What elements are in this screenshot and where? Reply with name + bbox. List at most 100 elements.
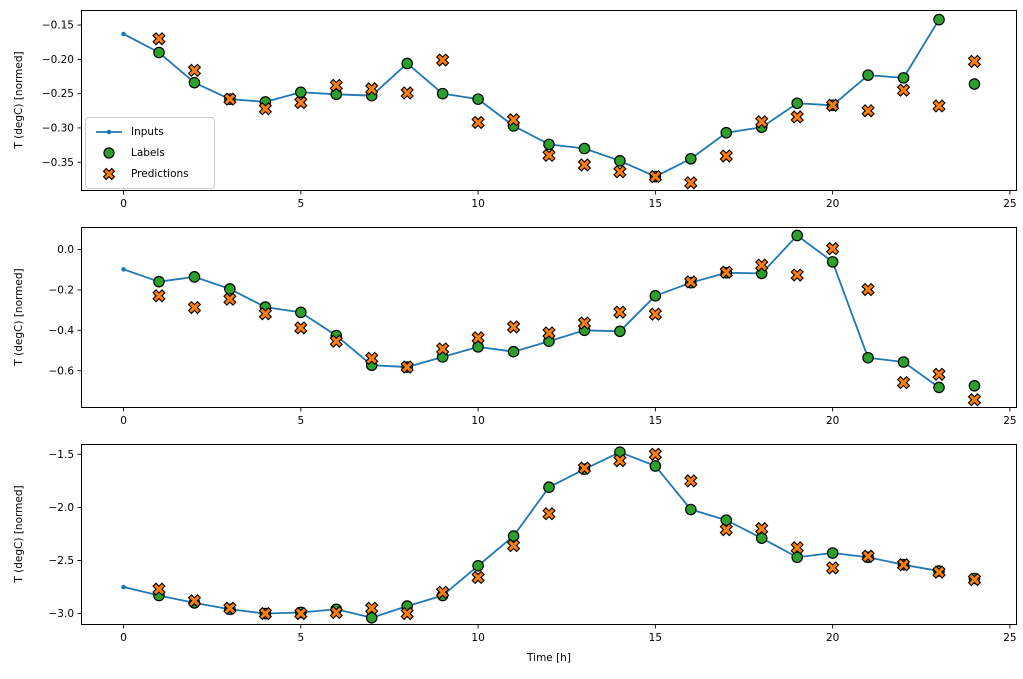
predictions-point bbox=[967, 393, 982, 407]
y-tick-label: −0.2 bbox=[49, 285, 75, 297]
plot-border bbox=[81, 10, 1017, 191]
predictions-point bbox=[719, 522, 733, 537]
predictions-point bbox=[223, 292, 237, 306]
labels-point bbox=[933, 13, 945, 26]
labels-point bbox=[188, 76, 201, 89]
predictions-point bbox=[577, 158, 592, 172]
predictions-marker-swatch bbox=[102, 167, 116, 181]
predictions-point bbox=[648, 169, 663, 184]
labels-point bbox=[862, 351, 874, 364]
legend-label: Labels bbox=[131, 147, 165, 159]
labels-point bbox=[685, 503, 697, 516]
inputs-point bbox=[121, 267, 126, 272]
predictions-point bbox=[187, 594, 202, 608]
x-tick-label: 0 bbox=[120, 632, 127, 644]
y-tick-label: −0.4 bbox=[49, 325, 75, 337]
predictions-point bbox=[329, 605, 343, 620]
predictions-point bbox=[932, 367, 946, 381]
y-tick-label: −0.20 bbox=[42, 54, 74, 66]
predictions-point bbox=[861, 104, 875, 118]
predictions-point bbox=[613, 453, 627, 468]
labels-point bbox=[791, 229, 803, 242]
predictions-points bbox=[152, 447, 982, 621]
predictions-point bbox=[471, 331, 485, 345]
predictions-point bbox=[152, 32, 166, 46]
inputs-point bbox=[121, 31, 126, 37]
labels-point bbox=[330, 88, 343, 101]
x-axis-label: Time [h] bbox=[527, 652, 571, 664]
predictions-point bbox=[613, 305, 627, 319]
labels-point bbox=[543, 138, 555, 151]
predictions-point bbox=[755, 258, 769, 272]
labels-point bbox=[365, 611, 378, 624]
predictions-point bbox=[755, 521, 769, 536]
predictions-point bbox=[152, 289, 166, 303]
predictions-point bbox=[187, 300, 202, 315]
predictions-point bbox=[400, 606, 414, 621]
predictions-point bbox=[684, 176, 698, 190]
predictions-point bbox=[152, 582, 166, 596]
x-tick-label: 10 bbox=[471, 415, 484, 427]
labels-marker-swatch bbox=[103, 147, 115, 159]
x-tick-label: 0 bbox=[120, 198, 127, 210]
y-tick-label: −0.15 bbox=[42, 20, 74, 32]
labels-point bbox=[472, 559, 484, 572]
predictions-point bbox=[294, 606, 308, 621]
labels-point bbox=[933, 381, 945, 394]
predictions-point bbox=[329, 78, 343, 93]
plot-border bbox=[81, 444, 1017, 625]
x-tick-label: 20 bbox=[826, 415, 839, 427]
predictions-point bbox=[825, 241, 840, 256]
x-tick-label: 10 bbox=[471, 632, 484, 644]
predictions-point bbox=[506, 320, 521, 334]
x-tick-label: 20 bbox=[826, 632, 839, 644]
predictions-point bbox=[435, 53, 450, 67]
subplot-2: 0.0 −0.2 −0.4 −0.6 0 5 10 15 20 25 bbox=[49, 227, 1017, 427]
labels-point bbox=[507, 345, 520, 358]
x-tick-label: 25 bbox=[1003, 632, 1016, 644]
predictions-points bbox=[152, 32, 982, 190]
predictions-point bbox=[258, 606, 273, 621]
subplot-1: −0.15 −0.20 −0.25 −0.30 −0.35 0 5 10 15 20 25 bbox=[42, 10, 1017, 210]
legend-label: Predictions bbox=[131, 168, 189, 180]
labels-point bbox=[153, 275, 165, 288]
labels-point bbox=[507, 530, 520, 542]
x-tick-label: 15 bbox=[649, 198, 662, 210]
predictions-point bbox=[648, 307, 663, 321]
y-axis-label-2: T (degC) [normed] bbox=[13, 268, 25, 366]
x-tick-label: 5 bbox=[297, 198, 304, 210]
predictions-point bbox=[896, 558, 911, 572]
predictions-point bbox=[932, 565, 946, 579]
legend-item-labels: Labels bbox=[94, 144, 206, 162]
x-tick-label: 15 bbox=[649, 632, 662, 644]
predictions-point bbox=[967, 54, 982, 69]
y-tick-label: −2.5 bbox=[49, 555, 75, 567]
predictions-point bbox=[258, 307, 273, 321]
labels-point bbox=[295, 306, 307, 319]
labels-point bbox=[649, 460, 662, 472]
x-tick-label: 25 bbox=[1003, 415, 1016, 427]
legend: Inputs Labels Predictions bbox=[85, 117, 215, 189]
subplot-3: −1.5 −2.0 −2.5 −3.0 0 5 10 15 20 25 bbox=[49, 444, 1017, 644]
predictions-point bbox=[613, 165, 627, 179]
x-axis-ticks: 0 5 10 15 20 25 bbox=[120, 191, 1017, 210]
inputs-points bbox=[121, 233, 942, 390]
labels-point bbox=[897, 72, 910, 84]
labels-point bbox=[791, 97, 803, 110]
labels-point bbox=[862, 69, 874, 81]
x-tick-label: 0 bbox=[120, 415, 127, 427]
legend-item-inputs: Inputs bbox=[94, 123, 206, 141]
predictions-point bbox=[825, 98, 840, 112]
predictions-point bbox=[294, 321, 308, 335]
predictions-point bbox=[223, 601, 237, 615]
labels-point bbox=[224, 283, 236, 295]
predictions-point bbox=[861, 549, 875, 563]
y-tick-label: −2.0 bbox=[49, 502, 75, 514]
labels-point bbox=[543, 481, 555, 494]
predictions-points bbox=[152, 241, 982, 407]
labels-point bbox=[188, 271, 201, 283]
predictions-point bbox=[365, 351, 379, 366]
labels-point bbox=[826, 547, 839, 559]
y-tick-label: −0.25 bbox=[42, 88, 74, 100]
inputs-line-swatch bbox=[96, 129, 122, 135]
